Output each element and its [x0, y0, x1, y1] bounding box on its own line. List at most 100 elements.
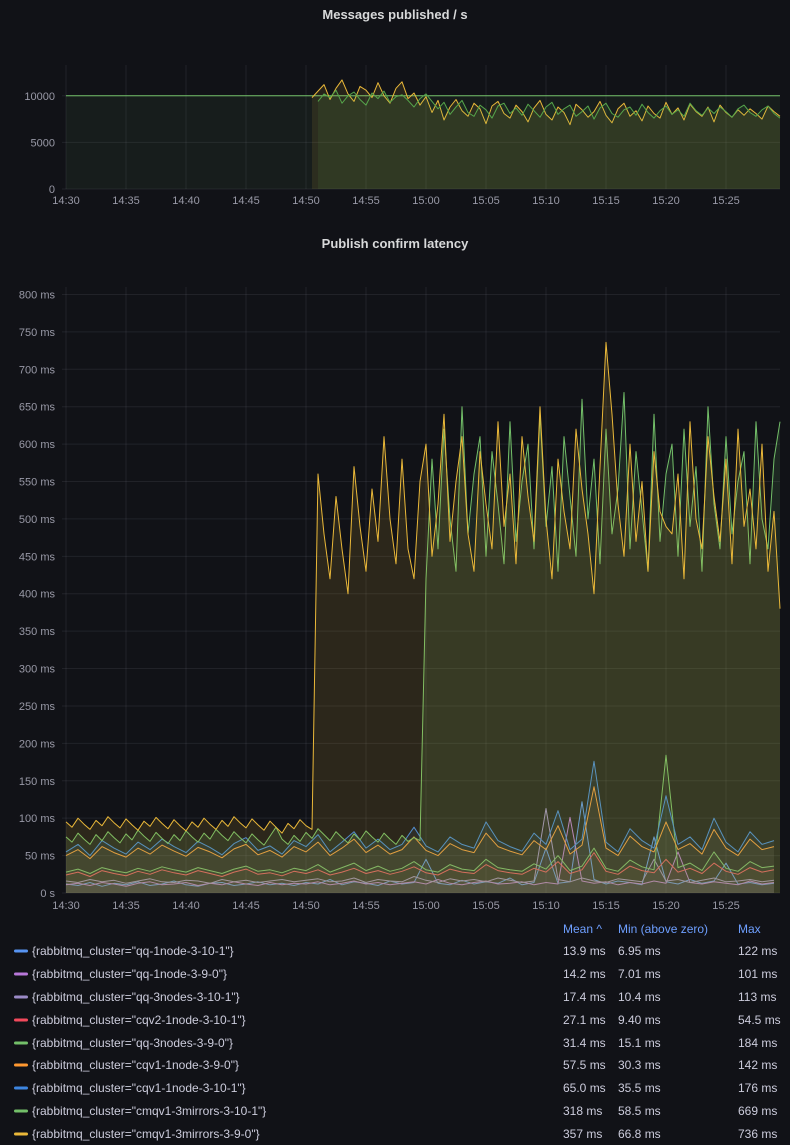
- x-tick-label: 15:25: [712, 900, 740, 912]
- legend-max-value: 122 ms: [738, 944, 777, 958]
- legend-col-max[interactable]: Max: [738, 922, 761, 936]
- series-color-swatch[interactable]: [14, 1064, 28, 1067]
- legend-max-value: 184 ms: [738, 1036, 777, 1050]
- x-tick-label: 14:45: [232, 195, 260, 207]
- x-tick-label: 14:50: [292, 195, 320, 207]
- legend-row[interactable]: {rabbitmq_cluster="qq-3nodes-3-9-0"} 31.4…: [0, 1031, 790, 1054]
- x-tick-label: 14:55: [352, 900, 380, 912]
- x-tick-label: 14:30: [52, 195, 80, 207]
- legend-mean-value: 31.4 ms: [563, 1036, 606, 1050]
- y-tick-label: 150 ms: [19, 776, 56, 788]
- legend-row[interactable]: {rabbitmq_cluster="cqv2-1node-3-10-1"} 27…: [0, 1008, 790, 1031]
- legend-row[interactable]: {rabbitmq_cluster="cmqv1-3mirrors-3-9-0"…: [0, 1122, 790, 1145]
- x-tick-label: 15:20: [652, 900, 680, 912]
- x-tick-label: 15:00: [412, 900, 440, 912]
- legend-min-value: 6.95 ms: [618, 944, 661, 958]
- y-tick-label: 0 s: [40, 888, 55, 900]
- panel-title-publish-confirm-latency[interactable]: Publish confirm latency: [0, 236, 790, 251]
- legend-rows: {rabbitmq_cluster="qq-1node-3-10-1"} 13.9…: [0, 940, 790, 1145]
- x-tick-label: 14:40: [172, 195, 200, 207]
- x-tick-label: 15:05: [472, 900, 500, 912]
- series-fill-cmqv1-3mirrors-3-9-0: [66, 342, 780, 893]
- legend-series-label[interactable]: {rabbitmq_cluster="qq-3nodes-3-9-0"}: [32, 1036, 233, 1050]
- legend-mean-value: 13.9 ms: [563, 944, 606, 958]
- x-tick-label: 14:55: [352, 195, 380, 207]
- legend-col-min-above-zero[interactable]: Min (above zero): [618, 922, 708, 936]
- legend-max-value: 176 ms: [738, 1081, 777, 1095]
- legend-max-value: 669 ms: [738, 1104, 777, 1118]
- x-tick-label: 15:25: [712, 195, 740, 207]
- series-color-swatch[interactable]: [14, 995, 28, 998]
- y-tick-label: 5000: [31, 137, 55, 149]
- legend-max-value: 113 ms: [738, 990, 776, 1004]
- legend-min-value: 66.8 ms: [618, 1127, 661, 1141]
- legend-mean-value: 318 ms: [563, 1104, 602, 1118]
- series-color-swatch[interactable]: [14, 1041, 28, 1044]
- publish-confirm-latency-chart[interactable]: 0 s50 ms100 ms150 ms200 ms250 ms300 ms35…: [0, 260, 790, 918]
- series-color-swatch[interactable]: [14, 1109, 28, 1112]
- legend-series-label[interactable]: {rabbitmq_cluster="qq-1node-3-9-0"}: [32, 967, 227, 981]
- x-tick-label: 15:10: [532, 195, 560, 207]
- legend-row[interactable]: {rabbitmq_cluster="cqv1-1node-3-10-1"} 65…: [0, 1077, 790, 1100]
- legend-max-value: 101 ms: [738, 967, 777, 981]
- x-tick-label: 14:40: [172, 900, 200, 912]
- y-tick-label: 10000: [24, 91, 55, 103]
- x-tick-label: 15:05: [472, 195, 500, 207]
- x-tick-label: 15:00: [412, 195, 440, 207]
- x-tick-label: 15:10: [532, 900, 560, 912]
- y-tick-label: 50 ms: [25, 851, 55, 863]
- legend-table: Mean ^ Min (above zero) Max {rabbitmq_cl…: [0, 918, 790, 1145]
- legend-mean-value: 14.2 ms: [563, 967, 606, 981]
- messages-published-chart[interactable]: 050001000014:3014:3514:4014:4514:5014:55…: [0, 30, 790, 222]
- y-tick-label: 650 ms: [19, 402, 56, 414]
- y-tick-label: 100 ms: [19, 813, 56, 825]
- legend-min-value: 9.40 ms: [618, 1013, 661, 1027]
- x-tick-label: 14:30: [52, 900, 80, 912]
- legend-min-value: 10.4 ms: [618, 990, 661, 1004]
- y-tick-label: 800 ms: [19, 289, 56, 301]
- y-tick-label: 700 ms: [19, 364, 56, 376]
- series-color-swatch[interactable]: [14, 973, 28, 976]
- legend-row[interactable]: {rabbitmq_cluster="cqv1-1node-3-9-0"}57.…: [0, 1054, 790, 1077]
- legend-series-label[interactable]: {rabbitmq_cluster="cqv2-1node-3-10-1"}: [32, 1013, 246, 1027]
- legend-mean-value: 27.1 ms: [563, 1013, 606, 1027]
- y-tick-label: 250 ms: [19, 701, 56, 713]
- legend-max-value: 54.5 ms: [738, 1013, 781, 1027]
- legend-row[interactable]: {rabbitmq_cluster="cmqv1-3mirrors-3-10-1…: [0, 1100, 790, 1123]
- x-tick-label: 15:15: [592, 195, 620, 207]
- legend-mean-value: 357 ms: [563, 1127, 602, 1141]
- legend-series-label[interactable]: {rabbitmq_cluster="qq-3nodes-3-10-1"}: [32, 990, 240, 1004]
- y-tick-label: 550 ms: [19, 477, 56, 489]
- legend-max-value: 142 ms: [738, 1058, 777, 1072]
- y-tick-label: 450 ms: [19, 551, 56, 563]
- series-color-swatch[interactable]: [14, 1018, 28, 1021]
- legend-series-label[interactable]: {rabbitmq_cluster="cmqv1-3mirrors-3-9-0"…: [32, 1127, 260, 1141]
- series-color-swatch[interactable]: [14, 950, 28, 953]
- y-tick-label: 500 ms: [19, 514, 56, 526]
- x-tick-label: 14:35: [112, 900, 140, 912]
- legend-series-label[interactable]: {rabbitmq_cluster="cmqv1-3mirrors-3-10-1…: [32, 1104, 266, 1118]
- legend-row[interactable]: {rabbitmq_cluster="qq-1node-3-9-0"} 14.2 …: [0, 963, 790, 986]
- legend-min-value: 30.3 ms: [618, 1058, 661, 1072]
- legend-series-label[interactable]: {rabbitmq_cluster="cqv1-1node-3-9-0"}: [32, 1058, 239, 1072]
- legend-row[interactable]: {rabbitmq_cluster="qq-3nodes-3-10-1"}17.…: [0, 986, 790, 1009]
- legend-min-value: 35.5 ms: [618, 1081, 661, 1095]
- legend-min-value: 7.01 ms: [618, 967, 661, 981]
- legend-mean-value: 65.0 ms: [563, 1081, 606, 1095]
- x-tick-label: 14:45: [232, 900, 260, 912]
- x-tick-label: 14:50: [292, 900, 320, 912]
- legend-col-mean[interactable]: Mean ^: [563, 922, 602, 936]
- y-tick-label: 750 ms: [19, 327, 56, 339]
- y-tick-label: 200 ms: [19, 738, 56, 750]
- x-tick-label: 14:35: [112, 195, 140, 207]
- legend-series-label[interactable]: {rabbitmq_cluster="cqv1-1node-3-10-1"}: [32, 1081, 246, 1095]
- y-tick-label: 600 ms: [19, 439, 56, 451]
- series-color-swatch[interactable]: [14, 1087, 28, 1090]
- x-tick-label: 15:20: [652, 195, 680, 207]
- panel-title-messages-published[interactable]: Messages published / s: [0, 7, 790, 22]
- legend-row[interactable]: {rabbitmq_cluster="qq-1node-3-10-1"} 13.9…: [0, 940, 790, 963]
- legend-min-value: 58.5 ms: [618, 1104, 661, 1118]
- series-color-swatch[interactable]: [14, 1132, 28, 1135]
- legend-series-label[interactable]: {rabbitmq_cluster="qq-1node-3-10-1"}: [32, 944, 234, 958]
- legend-max-value: 736 ms: [738, 1127, 777, 1141]
